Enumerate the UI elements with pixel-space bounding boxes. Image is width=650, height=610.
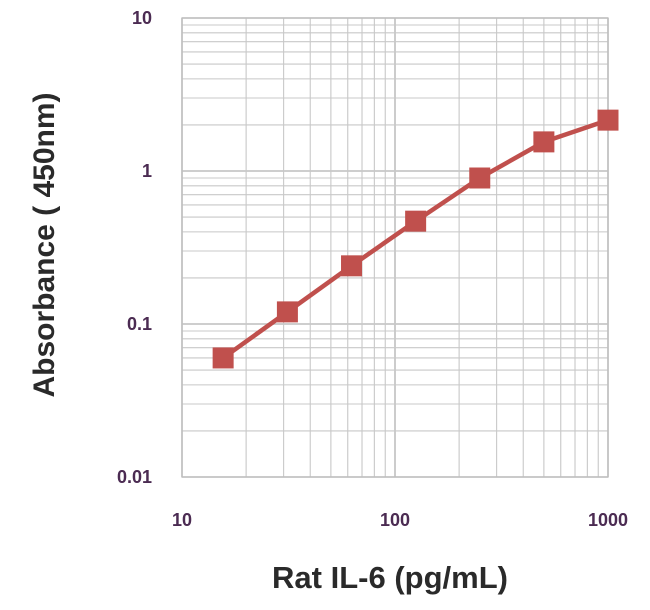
grid xyxy=(181,17,609,478)
y-tick-label: 1 xyxy=(142,161,152,181)
y-axis-title: Absorbance ( 450nm) xyxy=(28,92,61,397)
x-tick-labels: 10 100 1000 xyxy=(172,510,628,530)
y-tick-label: 0.01 xyxy=(117,467,152,487)
y-tick-labels: 0.01 0.1 1 10 xyxy=(117,8,152,487)
y-tick-label: 0.1 xyxy=(127,314,152,334)
x-tick-label: 10 xyxy=(172,510,192,530)
data-point-marker xyxy=(405,210,427,232)
x-axis-title: Rat IL-6 (pg/mL) xyxy=(272,560,508,595)
data-point-marker xyxy=(469,167,491,189)
plot-border xyxy=(181,17,609,478)
plot-area-border xyxy=(181,17,609,478)
data-point-marker xyxy=(533,131,555,153)
data-point-marker xyxy=(276,301,298,323)
data-point-marker xyxy=(212,347,234,369)
x-tick-label: 1000 xyxy=(588,510,628,530)
data-point-marker xyxy=(341,255,363,277)
marker-layer xyxy=(212,109,619,369)
data-point-marker xyxy=(597,109,619,131)
y-tick-label: 10 xyxy=(132,8,152,28)
x-tick-label: 100 xyxy=(380,510,410,530)
